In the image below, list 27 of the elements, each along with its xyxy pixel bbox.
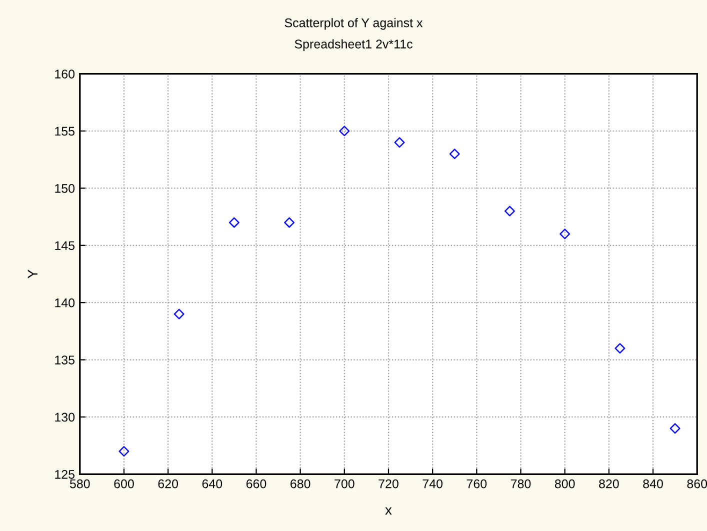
x-tick-label: 640: [202, 479, 222, 488]
y-tick-label: 140: [55, 298, 75, 308]
x-tick-label: 760: [466, 479, 487, 488]
x-tick-label: 620: [158, 479, 178, 488]
x-tick-label: 840: [643, 479, 663, 488]
y-tick-label: 135: [55, 356, 75, 364]
y-tick-label: 130: [55, 412, 75, 422]
x-tick-label: 720: [378, 479, 398, 488]
y-tick-label: 145: [55, 241, 75, 250]
x-tick-label: 680: [290, 479, 310, 488]
y-tick-label: 160: [55, 70, 75, 78]
x-tick-label: 600: [114, 479, 134, 488]
y-tick-label: 155: [55, 126, 75, 136]
x-tick-label: 860: [687, 479, 707, 488]
y-tick-label: 150: [55, 184, 75, 193]
y-axis-title: Y: [28, 270, 38, 278]
x-tick-label: 800: [554, 479, 575, 488]
chart-subtitle: Spreadsheet1 2v*11c: [294, 39, 412, 51]
x-tick-label: 660: [246, 479, 266, 488]
x-tick-label: 740: [422, 479, 443, 488]
x-tick-label: 780: [510, 479, 531, 488]
x-tick-label: 700: [334, 479, 354, 488]
x-tick-label: 820: [599, 479, 619, 488]
chart-title: Scatterplot of Y against x: [284, 18, 423, 30]
x-tick-label: 580: [70, 479, 90, 488]
x-axis-title: x: [385, 507, 392, 515]
y-tick-label: 125: [55, 470, 75, 479]
